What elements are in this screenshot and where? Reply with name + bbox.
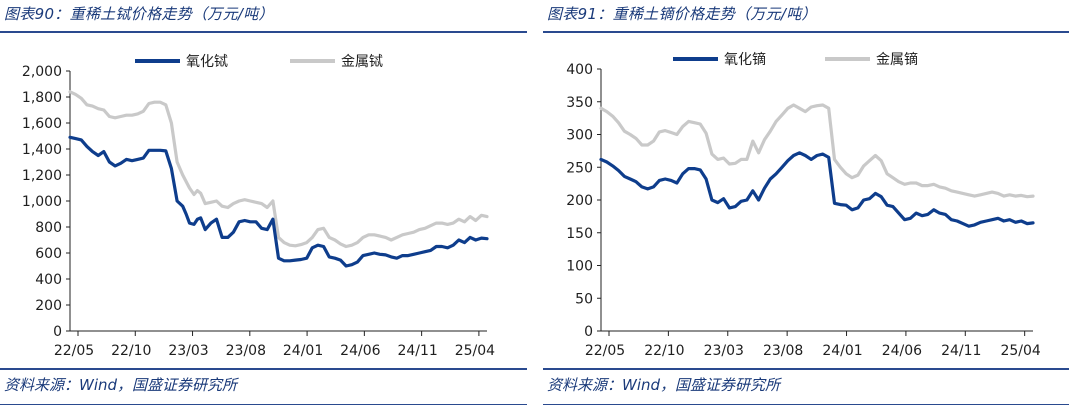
y-tick-label: 150 [566, 226, 593, 242]
x-tick-label: 23/03 [168, 343, 208, 359]
chart-title: 图表91：重稀土镝价格走势（万元/吨） [547, 5, 817, 23]
y-tick-label: 1,200 [22, 168, 62, 184]
y-tick-label: 600 [35, 246, 62, 262]
chart-title: 图表90：重稀土铽价格走势（万元/吨） [4, 5, 274, 23]
chart-panel-dysprosium: 图表91：重稀土镝价格走势（万元/吨） 0 50 100 150 200 250 300 35… [543, 0, 1069, 409]
y-tick-label: 50 [575, 291, 593, 307]
x-tick-label: 24/11 [397, 343, 437, 359]
y-tick-label: 1,000 [22, 194, 62, 210]
x-tick-label: 25/04 [1000, 343, 1040, 359]
x-tick-label: 25/04 [455, 343, 495, 359]
x-tick-label: 22/05 [54, 343, 94, 359]
source-note: 资料来源：Wind，国盛证券研究所 [4, 376, 238, 394]
y-tick-label: 100 [566, 259, 593, 275]
x-tick-label: 23/08 [763, 343, 803, 359]
y-tick-label: 1,800 [22, 90, 62, 106]
y-tick-label: 400 [566, 62, 593, 78]
x-tick-label: 24/06 [340, 343, 380, 359]
bottom-rule [543, 404, 1069, 405]
x-tick-label: 22/05 [585, 343, 625, 359]
top-rule [543, 31, 1069, 33]
legend-label: 氧化镝 [724, 51, 766, 68]
legend-label: 金属镝 [876, 51, 918, 68]
y-tick-label: 1,600 [22, 116, 62, 132]
top-rule [0, 31, 527, 33]
x-tick-label: 22/10 [644, 343, 684, 359]
source-rule [543, 368, 1069, 370]
x-tick-label: 24/11 [941, 343, 981, 359]
chart-panel-terbium: 图表90：重稀土铽价格走势（万元/吨） 0 200 400 600 800 1,000 1,… [0, 0, 527, 409]
x-tick-label: 24/01 [822, 343, 862, 359]
x-tick-label: 24/06 [882, 343, 922, 359]
x-tick-label: 23/03 [704, 343, 744, 359]
source-rule [0, 368, 527, 370]
y-tick-label: 200 [35, 298, 62, 314]
bottom-rule [0, 404, 527, 405]
x-tick-label: 22/10 [111, 343, 151, 359]
legend-label: 金属铽 [341, 54, 383, 70]
series-line [68, 135, 489, 268]
y-tick-label: 800 [35, 220, 62, 236]
x-tick-label: 24/01 [283, 343, 323, 359]
y-tick-label: 2,000 [22, 64, 62, 80]
source-note: 资料来源：Wind，国盛证券研究所 [547, 376, 781, 394]
y-tick-label: 0 [53, 324, 62, 340]
series-line [599, 151, 1035, 228]
y-tick-label: 0 [584, 324, 593, 340]
series-line [599, 103, 1035, 199]
y-tick-label: 200 [566, 193, 593, 209]
legend-label: 氧化铽 [186, 54, 228, 70]
y-tick-label: 1,400 [22, 142, 62, 158]
y-tick-label: 250 [566, 160, 593, 176]
dysprosium-price-chart: 0 50 100 150 200 250 300 350 400 22/05 22/10 23/03 2… [566, 51, 1041, 359]
x-tick-label: 23/08 [226, 343, 266, 359]
terbium-price-chart: 0 200 400 600 800 1,000 1,200 1,400 1,600 1,800 2,… [22, 54, 495, 359]
series-line [68, 90, 489, 249]
y-tick-label: 350 [566, 95, 593, 111]
y-tick-label: 400 [35, 272, 62, 288]
y-tick-label: 300 [566, 128, 593, 144]
